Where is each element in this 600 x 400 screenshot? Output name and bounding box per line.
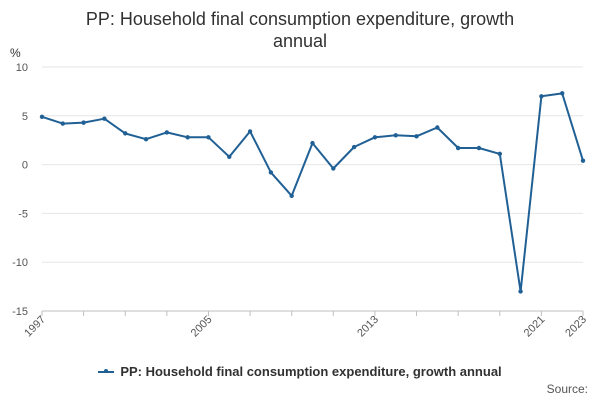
y-tick-label: 10 bbox=[16, 62, 28, 74]
data-point bbox=[123, 131, 128, 136]
x-tick-label: 2021 bbox=[522, 314, 548, 340]
data-point bbox=[247, 129, 253, 134]
data-point bbox=[497, 151, 502, 157]
legend-swatch-icon bbox=[98, 368, 115, 373]
data-point bbox=[393, 133, 398, 138]
data-point bbox=[310, 140, 315, 146]
source-label: Source: bbox=[546, 382, 588, 396]
data-point bbox=[414, 134, 419, 139]
data-point bbox=[39, 114, 45, 119]
data-point bbox=[268, 170, 274, 175]
data-point bbox=[143, 137, 149, 142]
chart-title-line-2: annual bbox=[272, 31, 328, 51]
data-point bbox=[455, 145, 461, 151]
x-tick-label: 2013 bbox=[355, 314, 381, 340]
y-tick-label: -5 bbox=[18, 208, 28, 220]
data-point bbox=[60, 121, 66, 126]
data-point bbox=[476, 145, 482, 151]
x-tick-label: 2023 bbox=[563, 314, 589, 340]
series-layer bbox=[39, 91, 586, 294]
data-point bbox=[580, 158, 586, 163]
y-tick-label: 0 bbox=[22, 160, 28, 172]
data-point bbox=[435, 125, 440, 130]
data-point bbox=[81, 120, 86, 125]
data-point bbox=[227, 154, 232, 159]
data-point bbox=[351, 144, 357, 150]
data-point bbox=[331, 166, 336, 171]
x-tick-label: 2005 bbox=[189, 314, 215, 340]
chart-title: PP: Household final consumption expendit… bbox=[40, 8, 560, 52]
legend-label: PP: Household final consumption expendit… bbox=[120, 364, 502, 379]
data-point bbox=[518, 289, 523, 294]
data-point bbox=[102, 116, 107, 121]
data-point bbox=[289, 193, 294, 199]
chart-legend: PP: Household final consumption expendit… bbox=[0, 364, 600, 379]
data-point bbox=[206, 135, 211, 140]
chart-title-line-1: PP: Household final consumption expendit… bbox=[85, 9, 515, 29]
data-point bbox=[185, 135, 190, 140]
y-tick-label: 5 bbox=[22, 111, 28, 123]
y-axis-label: % bbox=[10, 46, 21, 60]
data-point bbox=[559, 91, 565, 96]
data-point bbox=[164, 130, 170, 135]
data-point bbox=[539, 94, 544, 99]
y-tick-label: -15 bbox=[12, 306, 28, 318]
grid-layer bbox=[42, 66, 583, 312]
y-tick-label: -10 bbox=[12, 257, 28, 269]
data-point bbox=[372, 135, 378, 140]
